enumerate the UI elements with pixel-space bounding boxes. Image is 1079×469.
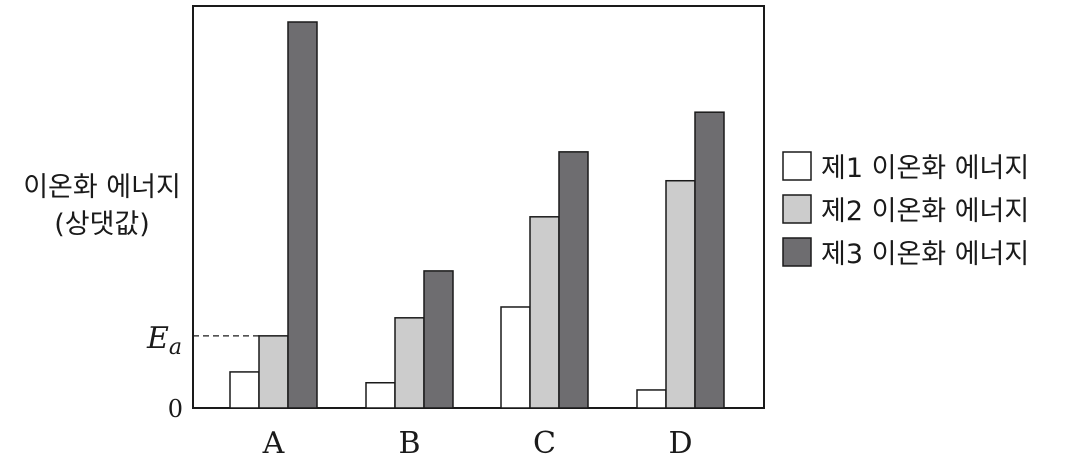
- bar-a-series-2: [258, 335, 289, 409]
- legend-label-series-1: 제1 이온화 에너지: [821, 153, 1029, 184]
- category-label-c: C: [533, 426, 556, 461]
- category-labels: A B C D: [262, 426, 693, 461]
- bar-d-series-2: [665, 179, 696, 409]
- bar-a-series-1: [229, 371, 260, 409]
- bar-b-series-2: [394, 317, 425, 409]
- plot-frame: [192, 5, 765, 409]
- category-label-d: D: [668, 426, 692, 461]
- legend-swatch-series-2: [782, 194, 812, 224]
- bar-d-series-1: [636, 389, 667, 409]
- legend-swatch-series-1: [782, 151, 812, 181]
- legend-label-series-3: 제3 이온화 에너지: [821, 239, 1029, 270]
- bar-c-series-3: [558, 151, 589, 409]
- bar-c-series-1: [500, 306, 531, 409]
- legend-label-series-2: 제2 이온화 에너지: [821, 196, 1029, 227]
- category-label-a: A: [262, 426, 285, 461]
- y-tick-label-ea: Ea: [146, 321, 182, 360]
- bars: [229, 21, 725, 409]
- bar-a-series-3: [287, 21, 318, 409]
- y-tick-labels: 0 Ea: [146, 321, 183, 423]
- bar-b-series-1: [365, 381, 396, 409]
- bar-b-series-3: [423, 270, 454, 409]
- bar-d-series-3: [694, 111, 725, 409]
- y-axis-label-line-1: 이온화 에너지: [23, 172, 181, 203]
- y-axis-label-line-2: (상댓값): [54, 209, 150, 240]
- legend-swatch-series-3: [782, 237, 812, 267]
- category-label-b: B: [398, 426, 420, 461]
- bar-c-series-2: [529, 216, 560, 409]
- y-tick-label-0: 0: [168, 395, 183, 423]
